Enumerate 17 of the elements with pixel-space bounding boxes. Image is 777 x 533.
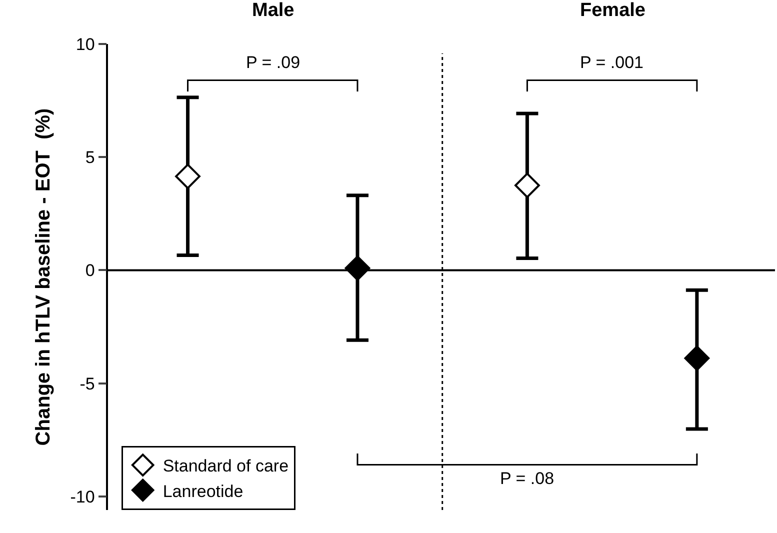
point: [514, 172, 540, 198]
y-tick-label: 5: [85, 148, 95, 168]
y-tick-label: 10: [76, 34, 95, 54]
y-tick-label: -10: [70, 487, 95, 506]
y-tick-label: -5: [80, 374, 95, 394]
annotation: P = .001: [580, 53, 644, 72]
annotation: P = .08: [500, 469, 554, 488]
text: Female: [580, 0, 646, 21]
point: [175, 164, 200, 190]
y-tick-label: 0: [85, 261, 95, 280]
legend-label: Standard of care: [162, 456, 289, 476]
annotation: P = .09: [246, 53, 300, 72]
point: [344, 255, 370, 281]
text: Male: [252, 0, 294, 21]
y-axis-title: Change in hTLV baseline - EOT (%): [32, 108, 54, 446]
point: [684, 346, 710, 371]
legend-label: Lanreotide: [162, 482, 244, 501]
